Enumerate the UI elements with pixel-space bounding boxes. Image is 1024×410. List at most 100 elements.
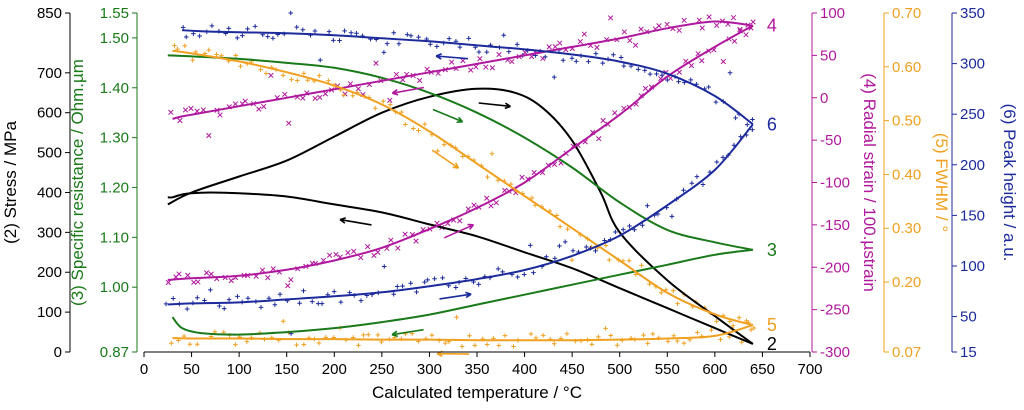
series-6-point [301, 288, 306, 294]
series-6-point [506, 49, 512, 54]
series-4-point [371, 252, 377, 259]
series-6-point [408, 33, 414, 39]
series-6-point [235, 294, 240, 299]
series-4-point [217, 112, 223, 118]
y-axis-strain-label: (4) Radial strain / 100.µstrain [860, 73, 879, 292]
y-tick-label-strain: 0 [820, 90, 828, 107]
series-6-point [300, 27, 306, 33]
y-tick-label-strain: -100 [820, 175, 850, 192]
series-5-point [206, 47, 212, 53]
series-4-point [345, 250, 351, 256]
series-5-point [557, 224, 563, 229]
series-6-point [636, 67, 641, 72]
series-5-markers [169, 43, 757, 349]
y-tick-label-resistance: 1.20 [100, 179, 129, 196]
series-6-point [381, 50, 387, 55]
series-5-label: 5 [767, 315, 777, 335]
series-4-point [468, 67, 474, 73]
series-6-point [681, 187, 686, 193]
series-6-point [391, 291, 397, 297]
series-4-point [638, 26, 644, 32]
series-4-point [387, 97, 393, 103]
series-6-point [706, 84, 711, 90]
series-6-point [309, 299, 315, 304]
series-5-point [564, 331, 570, 337]
series-6-point [654, 71, 659, 77]
series-4-point [448, 59, 455, 65]
x-tick-label: 250 [369, 361, 394, 378]
series-6-point [405, 32, 410, 37]
series-6-point [338, 299, 344, 305]
series-5-point [718, 337, 723, 342]
series-4-point [259, 267, 266, 273]
series-6-point [342, 28, 347, 34]
series-6-point [611, 52, 616, 58]
series-4-point [664, 21, 670, 28]
series-5-point [674, 338, 680, 344]
series-5-point [681, 340, 687, 346]
series-5-point [603, 243, 609, 248]
series-5-point [172, 43, 177, 48]
series-4-point [594, 44, 600, 51]
y-tick-label-strain: 50 [820, 47, 837, 64]
series-5-point [280, 73, 286, 78]
series-4-point [300, 95, 306, 101]
x-tick-label: 50 [183, 361, 200, 378]
x-tick-label: 200 [322, 361, 347, 378]
series-5-point [372, 105, 378, 111]
series-5-point [399, 109, 404, 115]
x-tick-label: 700 [797, 361, 822, 378]
series-4-point [206, 132, 212, 139]
series-4-label: 4 [767, 16, 777, 36]
series-5-point [459, 344, 465, 349]
series-6-point [476, 282, 482, 287]
x-tick-label: 300 [417, 361, 442, 378]
series-6-point [457, 44, 463, 50]
series-5-point [280, 318, 286, 324]
y-tick-label-peak: 300 [960, 56, 985, 73]
series-5-point [529, 195, 535, 201]
series-6-point [542, 54, 548, 60]
series-6-point [183, 34, 189, 40]
series-4-point [288, 277, 294, 283]
series-6-point [191, 31, 196, 36]
y-tick-label-stress: 700 [37, 65, 62, 82]
series-4-point [600, 117, 606, 124]
series-5-point [502, 333, 508, 338]
series-6-point [202, 298, 207, 303]
series-5-point [289, 77, 294, 82]
series-6-point [618, 55, 624, 60]
series-6-point [440, 275, 445, 281]
series-6-point [665, 77, 670, 83]
y-axis-resistance-label: (3) Specific resistance / Ohm.µm [68, 59, 87, 306]
series-6-point [560, 57, 566, 63]
series-6-point [265, 34, 271, 39]
series-4-point [484, 195, 490, 201]
series-4-point [182, 107, 189, 113]
series-4-point [557, 40, 563, 46]
y-tick-label-fwhm: 0.40 [892, 166, 921, 183]
series-5-point [233, 53, 239, 58]
series-5-point [422, 121, 428, 127]
series-6-point [552, 256, 558, 261]
series-6-point [331, 289, 337, 294]
series-6-heating-line [167, 123, 754, 306]
y-tick-label-peak: 200 [960, 157, 985, 174]
series-4-point [730, 14, 737, 21]
series-5-point [190, 57, 195, 63]
y-tick-label-strain: -150 [820, 217, 850, 234]
series-6-point [226, 297, 232, 302]
series-6-point [163, 301, 169, 307]
series-4-point [176, 271, 182, 277]
series-6-point [659, 72, 665, 78]
series-6-point [500, 269, 505, 275]
y-axis-stress-label: (2) Stress / MPa [1, 121, 20, 244]
series-4-point [228, 277, 234, 284]
series-5-point [244, 339, 250, 344]
series-4-point [364, 243, 371, 250]
series-5-point [316, 340, 322, 346]
series-5-point [606, 257, 612, 263]
series-4-point [699, 58, 705, 64]
y-tick-label-fwhm: 0.30 [892, 220, 921, 237]
series-5-point [658, 290, 664, 295]
